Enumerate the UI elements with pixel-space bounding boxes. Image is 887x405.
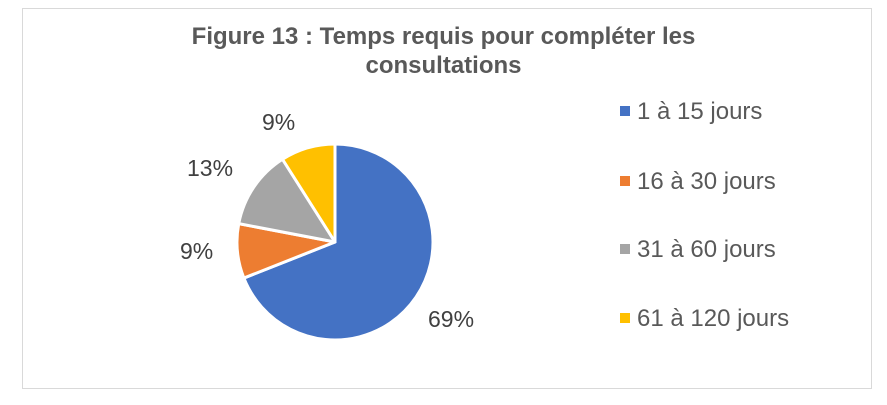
data-label-31-60: 13% [187, 155, 233, 181]
legend-label: 61 à 120 jours [637, 305, 790, 332]
data-label-16-30: 9% [180, 238, 213, 264]
chart-title-line1: Figure 13 : Temps requis pour compléter … [191, 23, 696, 50]
pie-slice-2 [237, 157, 337, 244]
pie-slices [235, 142, 435, 342]
legend-swatch-icon [620, 175, 630, 186]
legend-label: 31 à 60 jours [637, 236, 776, 263]
chart-area [22, 8, 872, 389]
legend-swatch-icon [620, 243, 630, 254]
legend-label: 16 à 30 jours [637, 168, 776, 195]
pie-slice-0 [242, 142, 435, 342]
legend-item-61-120: 61 à 120 jours [620, 304, 789, 334]
legend-item-1-15: 1 à 15 jours [620, 97, 762, 127]
legend-swatch-icon [620, 312, 630, 323]
legend-label: 1 à 15 jours [637, 98, 763, 125]
pie-slice-3 [280, 142, 337, 244]
legend-item-16-30: 16 à 30 jours [620, 167, 776, 197]
chart-title: Figure 13 : Temps requis pour compléter … [0, 22, 887, 80]
legend-item-31-60: 31 à 60 jours [620, 235, 776, 265]
legend-swatch-icon [620, 105, 630, 116]
data-label-61-120: 9% [262, 109, 295, 135]
data-label-1-15: 69% [428, 306, 474, 332]
chart-title-line2: consultations [365, 52, 522, 79]
